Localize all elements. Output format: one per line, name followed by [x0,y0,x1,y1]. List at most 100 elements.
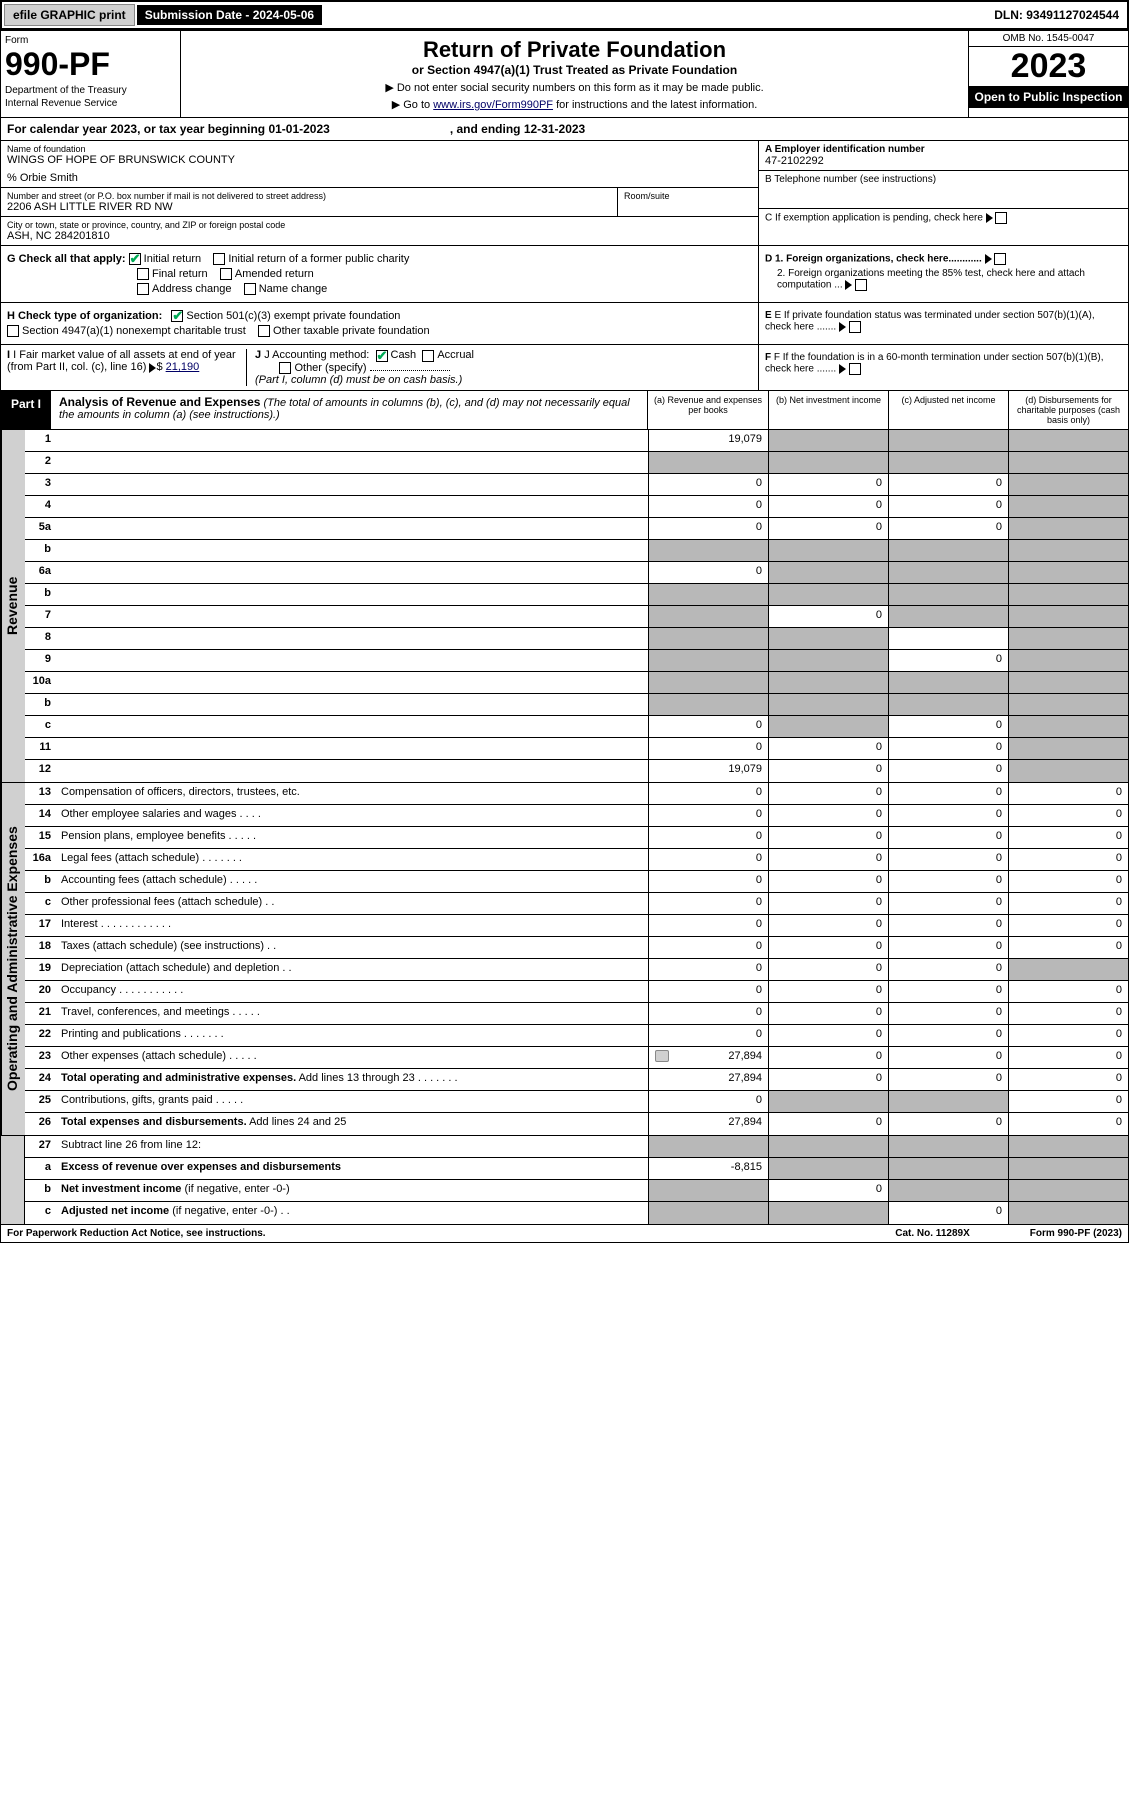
accrual-checkbox[interactable] [422,350,434,362]
phone-label: B Telephone number (see instructions) [765,174,1122,185]
fmv-value-link[interactable]: 21,190 [166,361,200,373]
e-checkbox[interactable] [849,321,861,333]
other-method-checkbox[interactable] [279,362,291,374]
table-row: 10a [25,672,1128,694]
address-change-checkbox[interactable] [137,283,149,295]
line-number: 16a [25,849,57,870]
amount-cell [648,540,768,561]
amount-cell: 0 [888,650,1008,671]
table-row: 26Total expenses and disbursements. Add … [25,1113,1128,1135]
amended-return-checkbox[interactable] [220,268,232,280]
dln-label: DLN: 93491127024544 [986,5,1127,25]
amount-cell: 0 [1008,783,1128,804]
line-description: Total operating and administrative expen… [57,1069,648,1090]
table-row: 11000 [25,738,1128,760]
amount-cell: 0 [888,474,1008,495]
amount-cell: 0 [648,981,768,1002]
address-label: Number and street (or P.O. box number if… [7,191,611,201]
d1-checkbox[interactable] [994,253,1006,265]
line-description [57,540,648,561]
table-row: 15Pension plans, employee benefits . . .… [25,827,1128,849]
initial-public-checkbox[interactable] [213,253,225,265]
line-number: b [25,584,57,605]
line-number: 21 [25,1003,57,1024]
efile-print-button[interactable]: efile GRAPHIC print [4,4,135,26]
amount-cell: 0 [768,1047,888,1068]
final-return-checkbox[interactable] [137,268,149,280]
f-checkbox[interactable] [849,363,861,375]
info-grid: Name of foundation WINGS OF HOPE OF BRUN… [0,141,1129,246]
amount-cell: 0 [768,518,888,539]
name-change-checkbox[interactable] [244,283,256,295]
amount-cell [1008,628,1128,649]
line-description [57,496,648,517]
amount-cell [768,672,888,693]
line-description [57,738,648,759]
line-number: 22 [25,1025,57,1046]
line-number: 10a [25,672,57,693]
amount-cell: 0 [648,1025,768,1046]
amount-cell: 0 [888,937,1008,958]
amount-cell [768,1091,888,1112]
amount-cell: 0 [888,827,1008,848]
amount-cell [1008,738,1128,759]
d1-label: D 1. Foreign organizations, check here..… [765,254,982,265]
d2-checkbox[interactable] [855,279,867,291]
amount-cell: 0 [1008,1047,1128,1068]
table-row: 13Compensation of officers, directors, t… [25,783,1128,805]
amount-cell [1008,452,1128,473]
line-description [57,584,648,605]
line-number: b [25,694,57,715]
part1-label: Part I [1,391,51,429]
amount-cell [1008,672,1128,693]
section-i-j-f: I I Fair market value of all assets at e… [0,345,1129,390]
table-row: 19Depreciation (attach schedule) and dep… [25,959,1128,981]
amount-cell: 0 [768,606,888,627]
4947-checkbox[interactable] [7,325,19,337]
amount-cell: 0 [1008,1113,1128,1135]
amount-cell: 0 [648,871,768,892]
initial-return-checkbox[interactable] [129,253,141,265]
other-taxable-checkbox[interactable] [258,325,270,337]
line-number: 1 [25,430,57,451]
amount-cell: 0 [888,1069,1008,1090]
amount-cell [1008,562,1128,583]
exemption-checkbox[interactable] [995,212,1007,224]
street-address: 2206 ASH LITTLE RIVER RD NW [7,201,611,213]
amount-cell [768,1136,888,1157]
form990pf-link[interactable]: www.irs.gov/Form990PF [433,99,553,111]
exemption-pending-label: C If exemption application is pending, c… [765,213,983,224]
table-row: 18Taxes (attach schedule) (see instructi… [25,937,1128,959]
e-label: E If private foundation status was termi… [765,310,1095,333]
amount-cell [768,694,888,715]
amount-cell: 0 [1008,827,1128,848]
line-number: 23 [25,1047,57,1068]
amount-cell [1008,606,1128,627]
amount-cell [888,540,1008,561]
amount-cell [768,562,888,583]
line-number: 20 [25,981,57,1002]
501c3-checkbox[interactable] [171,310,183,322]
line-number: c [25,1202,57,1224]
col-b-header: (b) Net investment income [768,391,888,429]
cash-checkbox[interactable] [376,350,388,362]
section-g-d: G Check all that apply: Initial return I… [0,246,1129,303]
irs-label: Internal Revenue Service [5,98,176,109]
amount-cell: 0 [648,738,768,759]
amount-cell: 0 [768,849,888,870]
amount-cell [1008,430,1128,451]
amount-cell [888,584,1008,605]
tax-year: 2023 [969,47,1128,86]
amount-cell [768,1202,888,1224]
table-row: 25Contributions, gifts, grants paid . . … [25,1091,1128,1113]
line-description [57,518,648,539]
room-suite-label: Room/suite [624,191,752,201]
amount-cell: 0 [648,827,768,848]
arrow-icon [986,213,993,223]
attachment-icon[interactable] [655,1050,669,1062]
line-description [57,606,648,627]
amount-cell: 0 [768,937,888,958]
page-footer: For Paperwork Reduction Act Notice, see … [0,1225,1129,1243]
line-number: 17 [25,915,57,936]
amount-cell: 0 [888,738,1008,759]
